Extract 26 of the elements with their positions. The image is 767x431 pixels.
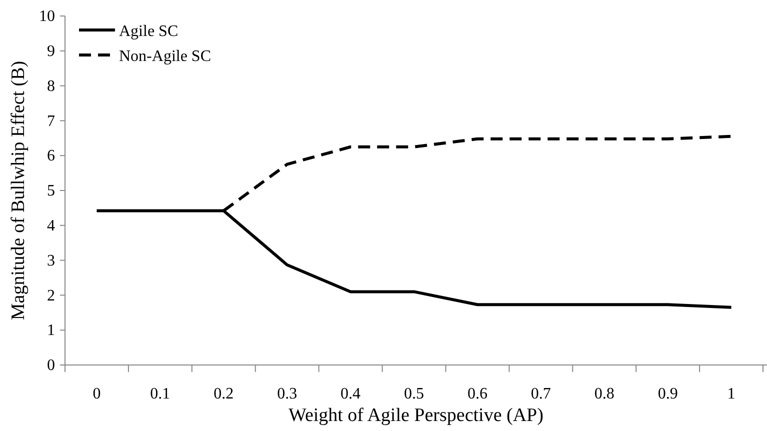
x-axis-title: Weight of Agile Perspective (AP) [288, 405, 544, 426]
x-tick-label: 0.3 [277, 385, 298, 402]
y-axis-title: Magnitude of Bullwhip Effect (B) [8, 60, 29, 320]
y-tick-label: 1 [47, 322, 55, 340]
y-tick-label: 6 [47, 148, 55, 165]
y-tick-label: 0 [47, 357, 55, 374]
legend-label: Non-Agile SC [119, 48, 211, 65]
y-tick-label: 10 [39, 8, 55, 26]
x-tick-label: 0.9 [658, 385, 678, 402]
y-tick-label: 5 [47, 182, 55, 200]
y-tick-label: 7 [47, 112, 55, 130]
x-tick-label: 0.5 [404, 385, 424, 402]
legend-label: Agile SC [119, 23, 178, 40]
y-tick-label: 8 [47, 78, 55, 95]
y-tick-label: 3 [47, 252, 55, 270]
x-tick-label: 0.8 [594, 385, 614, 402]
x-tick-label: 0.2 [214, 385, 234, 402]
y-tick-label: 2 [47, 287, 55, 304]
x-tick-label: 1 [727, 385, 736, 402]
y-tick-label: 4 [47, 218, 55, 235]
x-tick-label: 0 [92, 385, 101, 402]
x-tick-label: 0.4 [340, 385, 361, 402]
x-tick-label: 0.1 [150, 385, 170, 402]
y-tick-label: 9 [47, 43, 55, 60]
x-tick-label: 0.7 [530, 385, 551, 402]
x-tick-label: 0.6 [467, 385, 488, 402]
